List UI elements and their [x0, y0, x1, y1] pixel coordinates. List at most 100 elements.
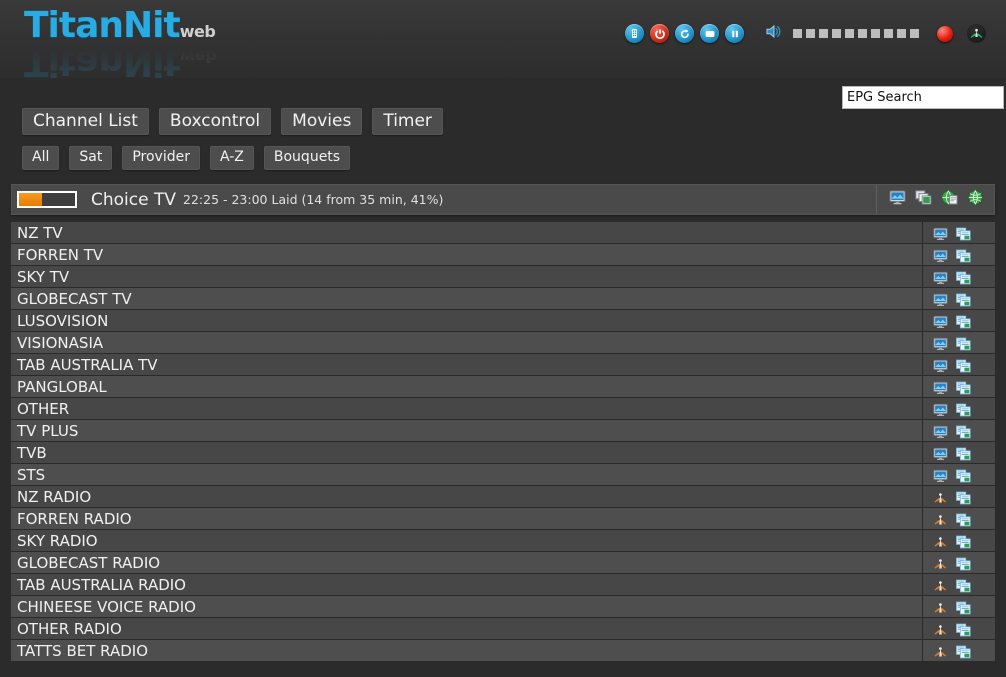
epg-list-icon[interactable] [956, 380, 971, 394]
channel-row[interactable]: PANGLOBAL [11, 376, 995, 398]
channel-row[interactable]: OTHER [11, 398, 995, 420]
search-input[interactable] [842, 86, 1004, 109]
subtab-sat[interactable]: Sat [69, 146, 113, 170]
channel-row[interactable]: NZ RADIO [11, 486, 995, 508]
epg-list-icon[interactable] [956, 600, 971, 614]
subtab-all[interactable]: All [22, 146, 60, 170]
channel-name[interactable]: NZ RADIO [11, 486, 923, 507]
channel-row[interactable]: TVB [11, 442, 995, 464]
channel-row[interactable]: CHINEESE VOICE RADIO [11, 596, 995, 618]
globe-icon[interactable] [967, 189, 984, 209]
monitor-icon[interactable] [933, 226, 948, 240]
monitor-icon[interactable] [933, 270, 948, 284]
epg-list-icon[interactable] [956, 578, 971, 592]
epg-list-icon[interactable] [956, 512, 971, 526]
channel-name[interactable]: TATTS BET RADIO [11, 640, 923, 661]
channel-row[interactable]: TATTS BET RADIO [11, 640, 995, 662]
channel-name[interactable]: SKY TV [11, 266, 923, 287]
channel-name[interactable]: LUSOVISION [11, 310, 923, 331]
channel-name[interactable]: OTHER RADIO [11, 618, 923, 639]
radio-broadcast-icon[interactable] [933, 622, 948, 636]
channel-name[interactable]: GLOBECAST TV [11, 288, 923, 309]
monitor-icon[interactable] [933, 292, 948, 306]
volume-block[interactable] [832, 29, 841, 38]
channel-name[interactable]: TAB AUSTRALIA RADIO [11, 574, 923, 595]
monitor-icon[interactable] [933, 468, 948, 482]
epg-list-icon[interactable] [956, 314, 971, 328]
screen-icon[interactable] [700, 24, 719, 43]
monitor-icon[interactable] [933, 358, 948, 372]
epg-list-icon[interactable] [956, 358, 971, 372]
channel-row[interactable]: FORREN RADIO [11, 508, 995, 530]
stream-tv-icon[interactable] [889, 190, 906, 209]
channel-row[interactable]: LUSOVISION [11, 310, 995, 332]
web-page-icon[interactable] [941, 190, 958, 209]
channel-row[interactable]: SKY RADIO [11, 530, 995, 552]
volume-block[interactable] [871, 29, 880, 38]
monitor-icon[interactable] [933, 248, 948, 262]
epg-list-icon[interactable] [956, 556, 971, 570]
signal-icon[interactable] [967, 24, 986, 43]
subtab-provider[interactable]: Provider [122, 146, 200, 170]
radio-broadcast-icon[interactable] [933, 556, 948, 570]
channel-name[interactable]: TV PLUS [11, 420, 923, 441]
channel-name[interactable]: PANGLOBAL [11, 376, 923, 397]
channel-row[interactable]: FORREN TV [11, 244, 995, 266]
tab-boxcontrol[interactable]: Boxcontrol [158, 108, 272, 135]
monitor-icon[interactable] [933, 336, 948, 350]
channel-name[interactable]: NZ TV [11, 222, 923, 243]
epg-list-icon[interactable] [956, 336, 971, 350]
monitor-icon[interactable] [933, 380, 948, 394]
refresh-icon[interactable] [675, 24, 694, 43]
radio-broadcast-icon[interactable] [933, 534, 948, 548]
menu-icon[interactable] [625, 24, 644, 43]
volume-block[interactable] [884, 29, 893, 38]
channel-row[interactable]: GLOBECAST RADIO [11, 552, 995, 574]
channel-name[interactable]: OTHER [11, 398, 923, 419]
volume-block[interactable] [793, 29, 802, 38]
subtab-a-z[interactable]: A-Z [209, 146, 254, 170]
channel-name[interactable]: TAB AUSTRALIA TV [11, 354, 923, 375]
volume-block[interactable] [819, 29, 828, 38]
radio-broadcast-icon[interactable] [933, 512, 948, 526]
power-icon[interactable] [650, 24, 669, 43]
channel-name[interactable]: CHINEESE VOICE RADIO [11, 596, 923, 617]
epg-list-icon[interactable] [956, 446, 971, 460]
epg-list-icon[interactable] [956, 534, 971, 548]
channel-row[interactable]: SKY TV [11, 266, 995, 288]
channel-row[interactable]: TAB AUSTRALIA RADIO [11, 574, 995, 596]
volume-block[interactable] [897, 29, 906, 38]
monitor-icon[interactable] [933, 314, 948, 328]
epg-list-icon[interactable] [956, 248, 971, 262]
channel-name[interactable]: SKY RADIO [11, 530, 923, 551]
monitor-icon[interactable] [933, 446, 948, 460]
radio-broadcast-icon[interactable] [933, 490, 948, 504]
epg-list-icon[interactable] [956, 292, 971, 306]
radio-broadcast-icon[interactable] [933, 644, 948, 658]
channel-name[interactable]: FORREN TV [11, 244, 923, 265]
channel-name[interactable]: TVB [11, 442, 923, 463]
channel-row[interactable]: STS [11, 464, 995, 486]
epg-list-icon[interactable] [956, 270, 971, 284]
epg-list-icon[interactable] [956, 226, 971, 240]
volume-block[interactable] [858, 29, 867, 38]
tab-movies[interactable]: Movies [281, 108, 363, 135]
epg-list-icon[interactable] [956, 402, 971, 416]
monitor-icon[interactable] [933, 402, 948, 416]
volume-level-blocks[interactable] [793, 29, 919, 38]
channel-name[interactable]: STS [11, 464, 923, 485]
volume-block[interactable] [845, 29, 854, 38]
multi-window-icon[interactable] [915, 190, 932, 209]
volume-block[interactable] [910, 29, 919, 38]
tab-channel-list[interactable]: Channel List [22, 108, 149, 135]
radio-broadcast-icon[interactable] [933, 600, 948, 614]
epg-list-icon[interactable] [956, 468, 971, 482]
subtab-bouquets[interactable]: Bouquets [263, 146, 351, 170]
epg-list-icon[interactable] [956, 644, 971, 658]
channel-row[interactable]: OTHER RADIO [11, 618, 995, 640]
channel-row[interactable]: TV PLUS [11, 420, 995, 442]
pause-icon[interactable] [725, 24, 744, 43]
epg-list-icon[interactable] [956, 424, 971, 438]
channel-name[interactable]: VISIONASIA [11, 332, 923, 353]
monitor-icon[interactable] [933, 424, 948, 438]
